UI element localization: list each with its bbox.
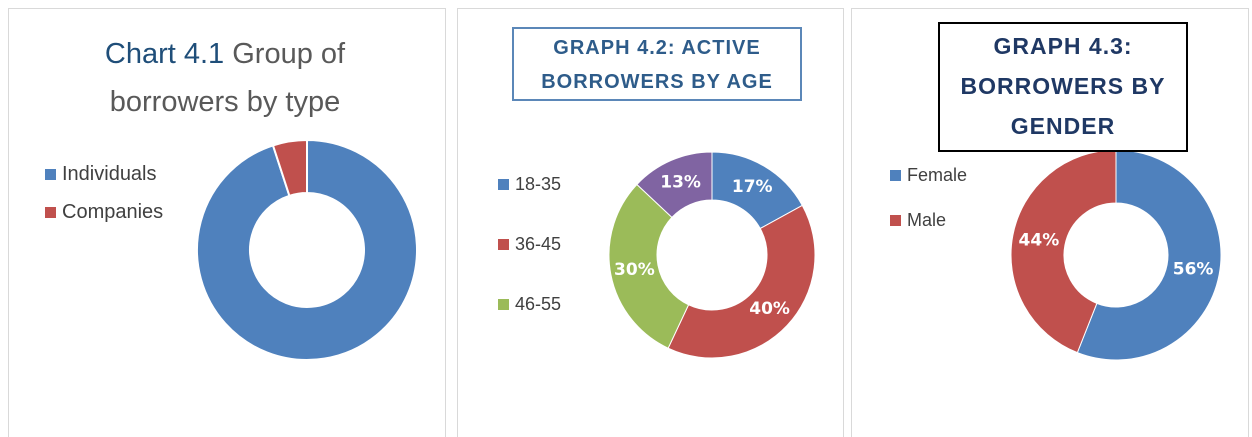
legend-label: Female bbox=[907, 165, 968, 186]
legend-item: Male bbox=[890, 210, 946, 231]
data-label: 30% bbox=[614, 260, 655, 280]
legend-label: 46-55 bbox=[515, 294, 562, 315]
panel bbox=[457, 8, 844, 437]
data-label: 17% bbox=[732, 177, 773, 197]
data-label: 56% bbox=[1173, 260, 1214, 280]
legend-label: Companies bbox=[62, 201, 164, 223]
legend-item: Female bbox=[890, 165, 967, 186]
data-label: 40% bbox=[749, 299, 790, 319]
legend-swatch bbox=[498, 239, 509, 251]
legend-item: Individuals bbox=[45, 163, 157, 186]
legend-label: 18-35 bbox=[515, 174, 562, 195]
legend-label: Individuals bbox=[62, 163, 157, 185]
data-label: 44% bbox=[1019, 230, 1060, 250]
slice bbox=[1010, 149, 1117, 354]
chart-title: GRAPH 4.3: BORROWERS BY GENDER bbox=[938, 22, 1188, 152]
legend-label: Male bbox=[907, 210, 947, 231]
legend-label: 36-45 bbox=[515, 234, 562, 255]
panel bbox=[851, 8, 1249, 437]
legend-item: 36-45 bbox=[498, 234, 561, 255]
slice bbox=[271, 138, 308, 198]
legend-swatch bbox=[890, 170, 901, 182]
panel bbox=[8, 8, 446, 437]
legend-swatch bbox=[45, 169, 56, 180]
legend-item: Companies bbox=[45, 201, 163, 224]
legend-item: 46-55 bbox=[498, 294, 561, 315]
slice bbox=[608, 183, 690, 349]
legend-swatch bbox=[498, 299, 509, 311]
chart-title: Chart 4.1 Group of borrowers by type bbox=[40, 30, 410, 126]
slice bbox=[667, 204, 816, 359]
chart-title: GRAPH 4.2: ACTIVE BORROWERS BY AGE bbox=[512, 27, 802, 101]
slice bbox=[1076, 149, 1222, 361]
slice bbox=[636, 151, 713, 219]
legend-swatch bbox=[45, 207, 56, 218]
slice bbox=[196, 138, 418, 361]
legend-swatch bbox=[890, 215, 901, 227]
legend-item: 18-35 bbox=[498, 174, 561, 195]
title-part: Group of borrowers by type bbox=[109, 38, 346, 118]
data-label: 13% bbox=[660, 172, 701, 192]
title-part: Chart 4.1 bbox=[104, 38, 225, 70]
legend-swatch bbox=[498, 179, 509, 191]
